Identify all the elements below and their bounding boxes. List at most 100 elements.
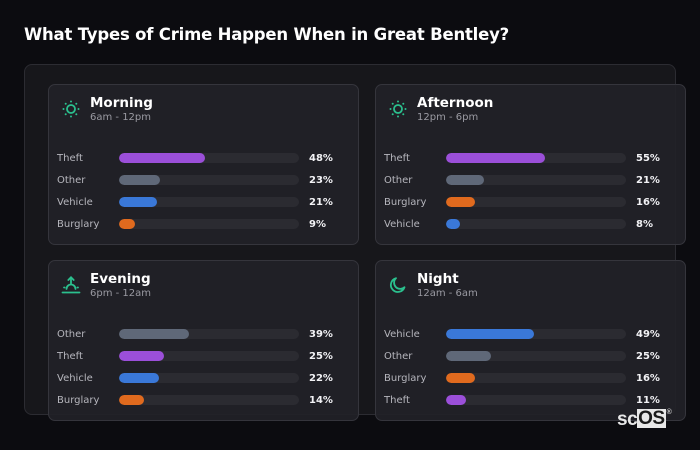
- sun-icon: [61, 99, 81, 119]
- bar-fill: [119, 175, 161, 185]
- bar-track: [446, 395, 626, 405]
- bar-row: Theft 48%: [57, 147, 352, 169]
- bar-row: Theft 25%: [57, 345, 352, 367]
- bar-value: 49%: [636, 328, 660, 340]
- bar-track: [119, 373, 299, 383]
- bar-track: [119, 351, 299, 361]
- card-header: Afternoon 12pm - 6pm: [388, 93, 493, 125]
- bar-label: Burglary: [57, 394, 100, 406]
- bar-label: Vehicle: [384, 328, 420, 340]
- bar-label: Vehicle: [384, 218, 420, 230]
- scos-logo: sc OS ®: [617, 408, 672, 431]
- bar-label: Theft: [384, 152, 410, 164]
- card-title: Afternoon: [417, 94, 494, 111]
- registered-mark: ®: [666, 409, 672, 416]
- bar-track: [119, 329, 299, 339]
- logo-boxed-text: OS: [637, 408, 666, 429]
- bar-fill: [119, 219, 136, 229]
- bar-value: 23%: [309, 174, 333, 186]
- bar-label: Other: [384, 350, 413, 362]
- bar-label: Theft: [57, 350, 83, 362]
- bar-fill: [119, 197, 157, 207]
- bar-label: Other: [57, 328, 86, 340]
- card-header: Morning 6am - 12pm: [61, 93, 153, 125]
- bar-row: Vehicle 49%: [384, 323, 679, 345]
- bar-track: [446, 329, 626, 339]
- card-morning: Morning 6am - 12pm Theft 48% Other 23% Vehic…: [48, 84, 359, 245]
- bar-label: Burglary: [384, 372, 427, 384]
- bar-label: Vehicle: [57, 196, 93, 208]
- card-time-range: 12am - 6am: [417, 287, 478, 299]
- bar-track: [119, 175, 299, 185]
- sun-icon: [388, 99, 408, 119]
- bar-value: 25%: [309, 350, 333, 362]
- bar-label: Theft: [57, 152, 83, 164]
- logo-text: sc: [617, 409, 638, 430]
- bar-label: Theft: [384, 394, 410, 406]
- bar-value: 55%: [636, 152, 660, 164]
- bar-value: 8%: [636, 218, 653, 230]
- bar-row: Other 23%: [57, 169, 352, 191]
- bar-value: 21%: [309, 196, 333, 208]
- bar-row: Other 25%: [384, 345, 679, 367]
- bar-track: [446, 373, 626, 383]
- bar-value: 21%: [636, 174, 660, 186]
- bar-row: Burglary 16%: [384, 367, 679, 389]
- bar-value: 16%: [636, 196, 660, 208]
- bar-track: [446, 175, 626, 185]
- bar-fill: [446, 373, 475, 383]
- bar-list: Vehicle 49% Other 25% Burglary 16% Theft 11%: [384, 323, 679, 411]
- bar-value: 39%: [309, 328, 333, 340]
- bar-row: Other 39%: [57, 323, 352, 345]
- bar-fill: [119, 329, 190, 339]
- bar-label: Burglary: [384, 196, 427, 208]
- card-evening: Evening 6pm - 12am Other 39% Theft 25% Vehic…: [48, 260, 359, 421]
- card-title: Evening: [90, 270, 151, 287]
- bar-label: Vehicle: [57, 372, 93, 384]
- bar-fill: [119, 373, 159, 383]
- bar-value: 14%: [309, 394, 333, 406]
- bar-row: Theft 11%: [384, 389, 679, 411]
- card-title: Morning: [90, 94, 153, 111]
- bar-label: Burglary: [57, 218, 100, 230]
- bar-fill: [446, 329, 535, 339]
- card-time-range: 6am - 12pm: [90, 111, 152, 123]
- bar-fill: [446, 395, 466, 405]
- bar-label: Other: [57, 174, 86, 186]
- card-night: Night 12am - 6am Vehicle 49% Other 25% Burgl…: [375, 260, 686, 421]
- card-title: Night: [417, 270, 459, 287]
- bar-fill: [119, 395, 145, 405]
- card-header: Evening 6pm - 12am: [61, 269, 151, 301]
- bar-track: [119, 395, 299, 405]
- bar-track: [119, 197, 299, 207]
- page-title: What Types of Crime Happen When in Great…: [24, 25, 510, 44]
- bar-track: [119, 219, 299, 229]
- bar-list: Other 39% Theft 25% Vehicle 22% Burglary 14%: [57, 323, 352, 411]
- bar-row: Vehicle 8%: [384, 213, 679, 235]
- bar-fill: [446, 175, 484, 185]
- bar-fill: [446, 351, 491, 361]
- bar-list: Theft 55% Other 21% Burglary 16% Vehicle 8%: [384, 147, 679, 235]
- bar-track: [446, 219, 626, 229]
- bar-fill: [446, 219, 461, 229]
- bar-row: Vehicle 21%: [57, 191, 352, 213]
- bar-list: Theft 48% Other 23% Vehicle 21% Burglary 9%: [57, 147, 352, 235]
- bar-row: Theft 55%: [384, 147, 679, 169]
- bar-fill: [446, 153, 545, 163]
- bar-row: Vehicle 22%: [57, 367, 352, 389]
- bar-row: Burglary 16%: [384, 191, 679, 213]
- bar-row: Burglary 14%: [57, 389, 352, 411]
- bar-value: 16%: [636, 372, 660, 384]
- bar-fill: [119, 153, 206, 163]
- bar-row: Other 21%: [384, 169, 679, 191]
- card-time-range: 12pm - 6pm: [417, 111, 479, 123]
- bar-label: Other: [384, 174, 413, 186]
- bar-track: [446, 153, 626, 163]
- bar-track: [446, 351, 626, 361]
- card-afternoon: Afternoon 12pm - 6pm Theft 55% Other 21% Bur…: [375, 84, 686, 245]
- bar-fill: [119, 351, 164, 361]
- bar-value: 9%: [309, 218, 326, 230]
- bar-value: 22%: [309, 372, 333, 384]
- sunset-icon: [61, 275, 81, 295]
- card-header: Night 12am - 6am: [388, 269, 478, 301]
